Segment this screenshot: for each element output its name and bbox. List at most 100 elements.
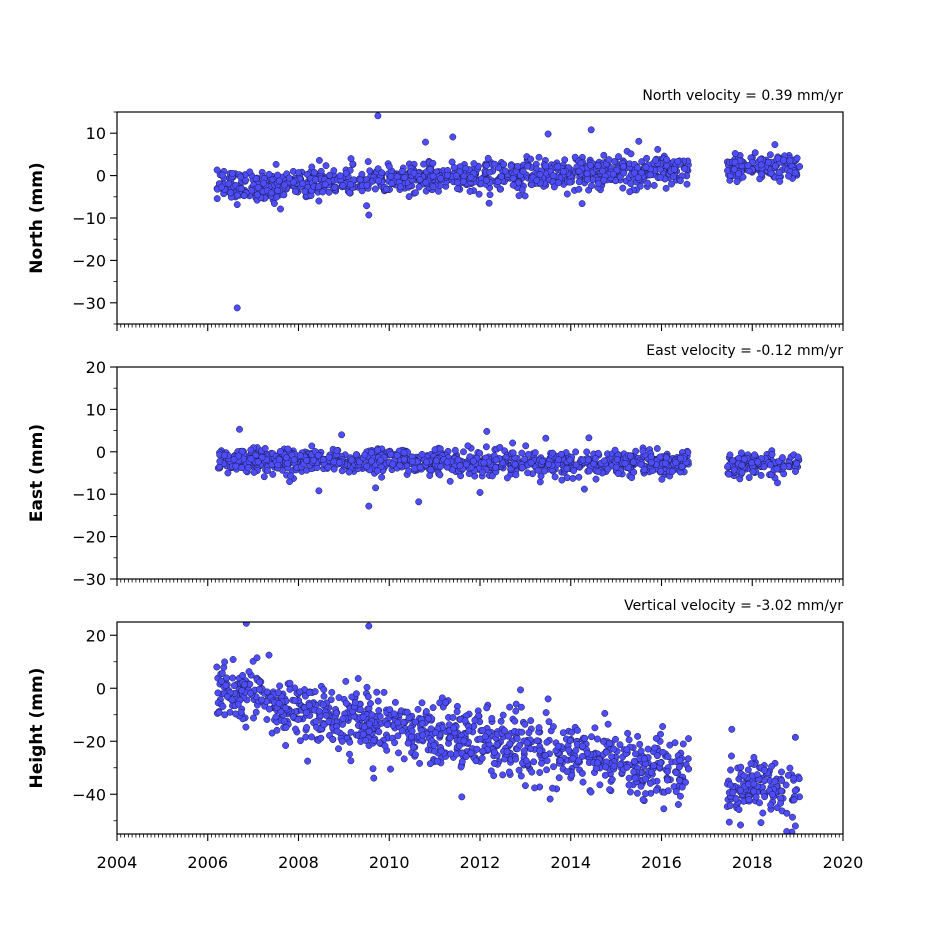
data-point (365, 728, 373, 735)
data-point (492, 464, 500, 472)
data-point (382, 185, 390, 193)
data-point (234, 700, 242, 708)
data-point (747, 760, 755, 768)
data-point (320, 686, 328, 694)
data-point (639, 447, 647, 455)
data-point (563, 190, 571, 198)
data-point (363, 683, 371, 691)
data-point (554, 163, 562, 171)
data-point (339, 182, 347, 190)
data-point (588, 182, 595, 190)
data-point (543, 738, 551, 746)
data-point (391, 739, 399, 747)
data-point (725, 470, 733, 478)
data-point (727, 781, 734, 789)
data-point (250, 468, 258, 476)
data-point (584, 176, 592, 183)
data-point (672, 788, 680, 796)
data-point (315, 487, 323, 495)
data-point (646, 779, 654, 787)
data-point (289, 178, 297, 186)
data-point (274, 689, 282, 696)
data-point (777, 787, 785, 795)
data-point (365, 211, 373, 219)
data-point (483, 427, 491, 435)
data-point (462, 460, 470, 468)
data-point (725, 818, 733, 826)
data-point (509, 449, 517, 457)
data-point (229, 674, 237, 682)
data-point (780, 463, 788, 471)
data-point (352, 451, 360, 459)
data-point (446, 477, 454, 485)
data-point (286, 478, 294, 486)
data-point (578, 742, 586, 750)
data-point (375, 707, 383, 714)
data-point (398, 727, 406, 735)
data-point (479, 726, 486, 734)
data-point (263, 716, 271, 723)
x-tick-label: 2020 (823, 853, 864, 872)
data-point (233, 201, 241, 209)
data-point (644, 745, 652, 753)
data-point (320, 721, 328, 729)
data-point (342, 677, 350, 685)
data-point (637, 461, 645, 468)
data-point (415, 183, 423, 191)
data-point (674, 801, 682, 808)
data-point (544, 130, 552, 138)
data-point (277, 205, 284, 213)
data-point (444, 171, 452, 179)
data-point (519, 167, 527, 175)
data-point (792, 468, 799, 475)
y-tick-label: −20 (72, 251, 106, 270)
data-point (405, 467, 413, 475)
data-point (291, 697, 299, 705)
data-point (472, 757, 480, 765)
data-point (448, 466, 456, 474)
data-point (324, 463, 332, 471)
data-point (403, 708, 411, 716)
data-point (338, 431, 346, 439)
data-point (373, 688, 381, 696)
data-point (652, 734, 660, 742)
data-point (321, 180, 329, 188)
data-point (786, 764, 794, 772)
data-point (331, 183, 339, 191)
data-point (627, 150, 635, 158)
data-point (320, 692, 328, 700)
data-point (376, 739, 384, 747)
data-point (431, 729, 439, 737)
data-point (745, 474, 753, 482)
data-point (521, 455, 529, 463)
data-point (458, 793, 466, 801)
data-point (745, 795, 753, 803)
data-point (549, 449, 557, 457)
data-point (631, 169, 638, 177)
data-point (481, 733, 489, 741)
data-point (652, 786, 660, 794)
data-point (778, 777, 786, 784)
data-point (530, 758, 538, 766)
data-point (436, 445, 444, 453)
scatter-points-height (213, 622, 803, 834)
data-point (566, 178, 574, 186)
data-point (646, 171, 654, 179)
y-tick-label: −30 (72, 570, 106, 589)
data-point (368, 449, 375, 457)
data-point (549, 784, 556, 792)
data-point (664, 787, 672, 795)
data-point (527, 717, 535, 725)
data-point (412, 189, 419, 197)
data-point (604, 720, 612, 728)
data-point (429, 172, 437, 180)
data-point (777, 799, 785, 807)
data-point (761, 777, 768, 785)
data-point (315, 707, 323, 715)
data-point (668, 180, 675, 188)
data-point (332, 709, 340, 717)
data-point (625, 774, 633, 782)
data-point (524, 450, 532, 458)
data-point (758, 170, 765, 178)
data-point (657, 467, 665, 475)
